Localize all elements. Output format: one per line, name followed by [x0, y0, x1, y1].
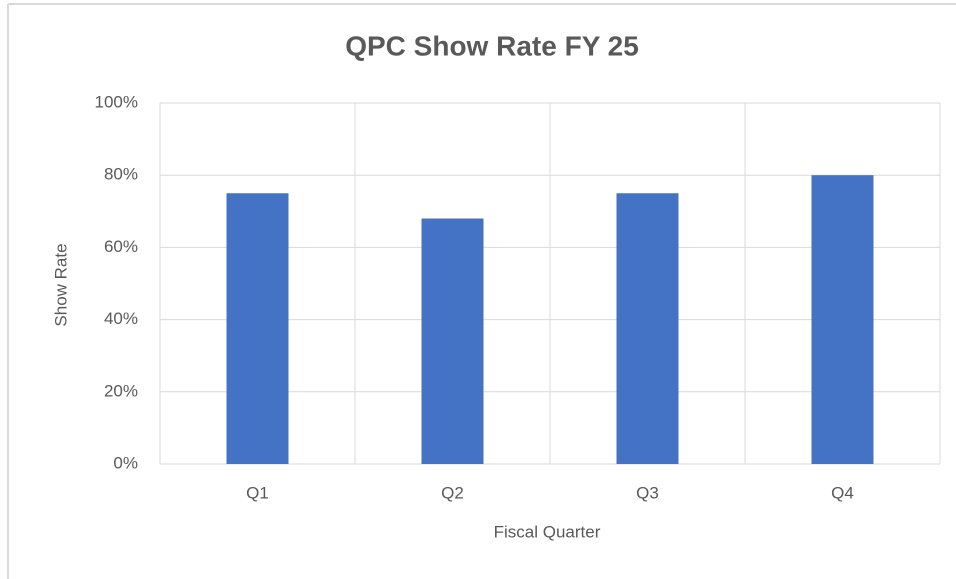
x-tick-label: Q2: [441, 483, 464, 502]
x-axis-label: Fiscal Quarter: [494, 522, 601, 541]
y-tick-label: 100%: [95, 92, 138, 111]
bar: [811, 175, 874, 464]
y-tick-label: 40%: [104, 309, 138, 328]
bar: [421, 218, 484, 464]
x-tick-label: Q1: [246, 483, 269, 502]
chart-title: QPC Show Rate FY 25: [345, 30, 639, 61]
bar: [616, 193, 679, 464]
y-tick-label: 20%: [104, 381, 138, 400]
y-tick-label: 80%: [104, 165, 138, 184]
x-tick-label: Q4: [831, 483, 854, 502]
y-tick-label: 60%: [104, 237, 138, 256]
bar: [226, 193, 289, 464]
x-tick-label: Q3: [636, 483, 659, 502]
y-axis-label: Show Rate: [51, 243, 70, 326]
y-tick-label: 0%: [113, 453, 138, 472]
